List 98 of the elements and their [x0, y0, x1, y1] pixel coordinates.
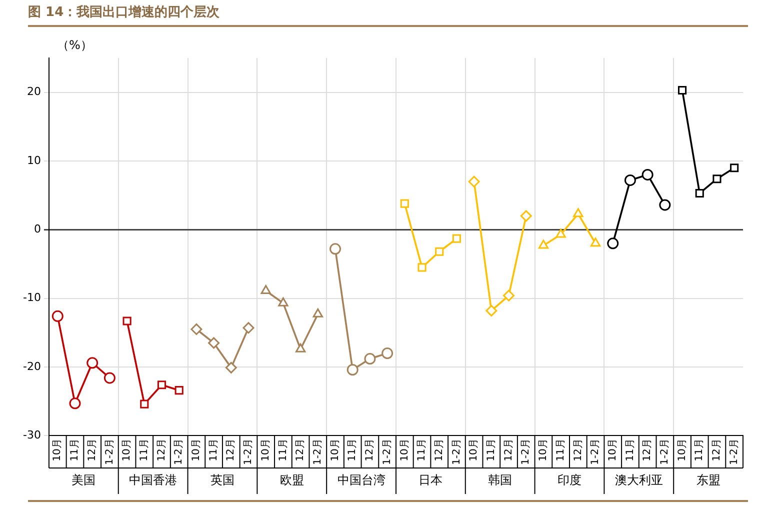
point — [278, 297, 288, 306]
x-tick-label: 1-2月 — [243, 438, 254, 466]
y-tick-label: -20 — [23, 360, 41, 373]
text: 澳大利亚 — [614, 473, 663, 488]
y-tick-label: -10 — [23, 291, 41, 304]
x-tick-label: 12月 — [434, 438, 445, 462]
point — [520, 210, 532, 222]
x-tick-label: 12月 — [295, 438, 306, 462]
point — [260, 285, 271, 294]
text: 日本 — [418, 473, 443, 488]
x-tick-label: 1-2月 — [660, 438, 671, 466]
x-tick-label: 10月 — [122, 438, 133, 462]
x-tick-label: 11月 — [70, 438, 81, 462]
text: 英国 — [210, 473, 234, 488]
x-tick-label: 12月 — [572, 438, 584, 462]
x-tick-label: 12月 — [364, 438, 376, 462]
x-tick-label: 12月 — [503, 438, 514, 462]
x-tick-label: 1-2月 — [728, 438, 740, 466]
text: 东盟 — [696, 473, 720, 488]
y-axis-title: （%） — [56, 38, 92, 52]
point — [208, 337, 220, 349]
x-tick-label: 11月 — [347, 438, 358, 462]
point — [330, 243, 342, 255]
point — [607, 238, 619, 250]
y-tick-label: 10 — [26, 154, 41, 167]
point — [590, 238, 601, 247]
point — [225, 362, 237, 374]
point — [642, 168, 654, 180]
point — [624, 174, 636, 186]
x-tick-label: 1-2月 — [451, 438, 462, 466]
x-tick-label: 10月 — [468, 438, 480, 462]
point — [435, 247, 444, 256]
point — [122, 316, 132, 326]
x-tick-label: 10月 — [52, 438, 64, 462]
x-tick-label: 10月 — [607, 438, 618, 462]
x-tick-label: 1-2月 — [520, 438, 532, 466]
point — [712, 174, 722, 184]
x-tick-label: 12月 — [712, 438, 723, 462]
point — [538, 240, 549, 249]
point — [295, 343, 306, 352]
point — [52, 310, 64, 322]
point — [190, 323, 202, 335]
point — [346, 364, 358, 376]
point — [104, 372, 116, 384]
point — [69, 398, 81, 410]
x-tick-label: 12月 — [642, 438, 654, 462]
x-tick-label: 11月 — [208, 438, 220, 462]
x-tick-label: 11月 — [555, 438, 566, 462]
y-tick-label: 20 — [26, 85, 41, 98]
x-tick-label: 10月 — [191, 438, 202, 462]
y-tick-label: -30 — [23, 428, 41, 442]
point — [157, 380, 166, 390]
point — [659, 199, 671, 211]
x-tick-label: 10月 — [538, 438, 550, 462]
x-tick-label: 11月 — [486, 438, 498, 462]
point — [452, 234, 461, 243]
x-tick-label: 12月 — [226, 438, 237, 462]
x-tick-label: 1-2月 — [104, 438, 116, 466]
point — [400, 199, 409, 208]
x-tick-label: 10月 — [330, 438, 341, 462]
x-tick-label: 12月 — [86, 438, 98, 462]
x-tick-label: 10月 — [399, 438, 410, 462]
x-tick-label: 10月 — [260, 438, 272, 462]
point — [730, 164, 739, 172]
x-tick-label: 1-2月 — [382, 438, 393, 466]
point — [242, 322, 254, 334]
x-tick-label: 10月 — [676, 438, 688, 462]
text: 印度 — [557, 473, 582, 488]
point — [382, 348, 394, 360]
point — [174, 386, 184, 395]
text: 韩国 — [488, 473, 512, 488]
point — [573, 208, 584, 218]
point — [86, 357, 98, 369]
x-tick-label: 11月 — [138, 438, 150, 462]
y-tick-label: 0 — [34, 222, 41, 236]
x-tick-label: 11月 — [278, 438, 289, 462]
text: 欧盟 — [280, 473, 304, 488]
x-tick-label: 11月 — [694, 438, 706, 462]
point — [695, 188, 704, 198]
x-tick-label: 11月 — [624, 438, 636, 462]
x-tick-label: 11月 — [416, 438, 428, 462]
point — [364, 353, 376, 365]
x-tick-label: 1-2月 — [174, 438, 185, 466]
point — [418, 263, 426, 272]
point — [140, 400, 149, 408]
point — [678, 86, 687, 95]
x-tick-label: 1-2月 — [590, 438, 602, 466]
text: 中国台湾 — [337, 473, 386, 488]
point — [503, 290, 515, 302]
x-tick-label: 12月 — [156, 438, 168, 462]
x-tick-label: 1-2月 — [312, 438, 324, 466]
chart-title: 图 14：我国出口增速的四个层次 — [28, 3, 748, 27]
text: 中国香港 — [129, 473, 178, 488]
point — [556, 228, 566, 238]
point — [468, 176, 480, 188]
point — [486, 304, 498, 316]
point — [312, 308, 323, 318]
text: 美国 — [72, 473, 96, 488]
